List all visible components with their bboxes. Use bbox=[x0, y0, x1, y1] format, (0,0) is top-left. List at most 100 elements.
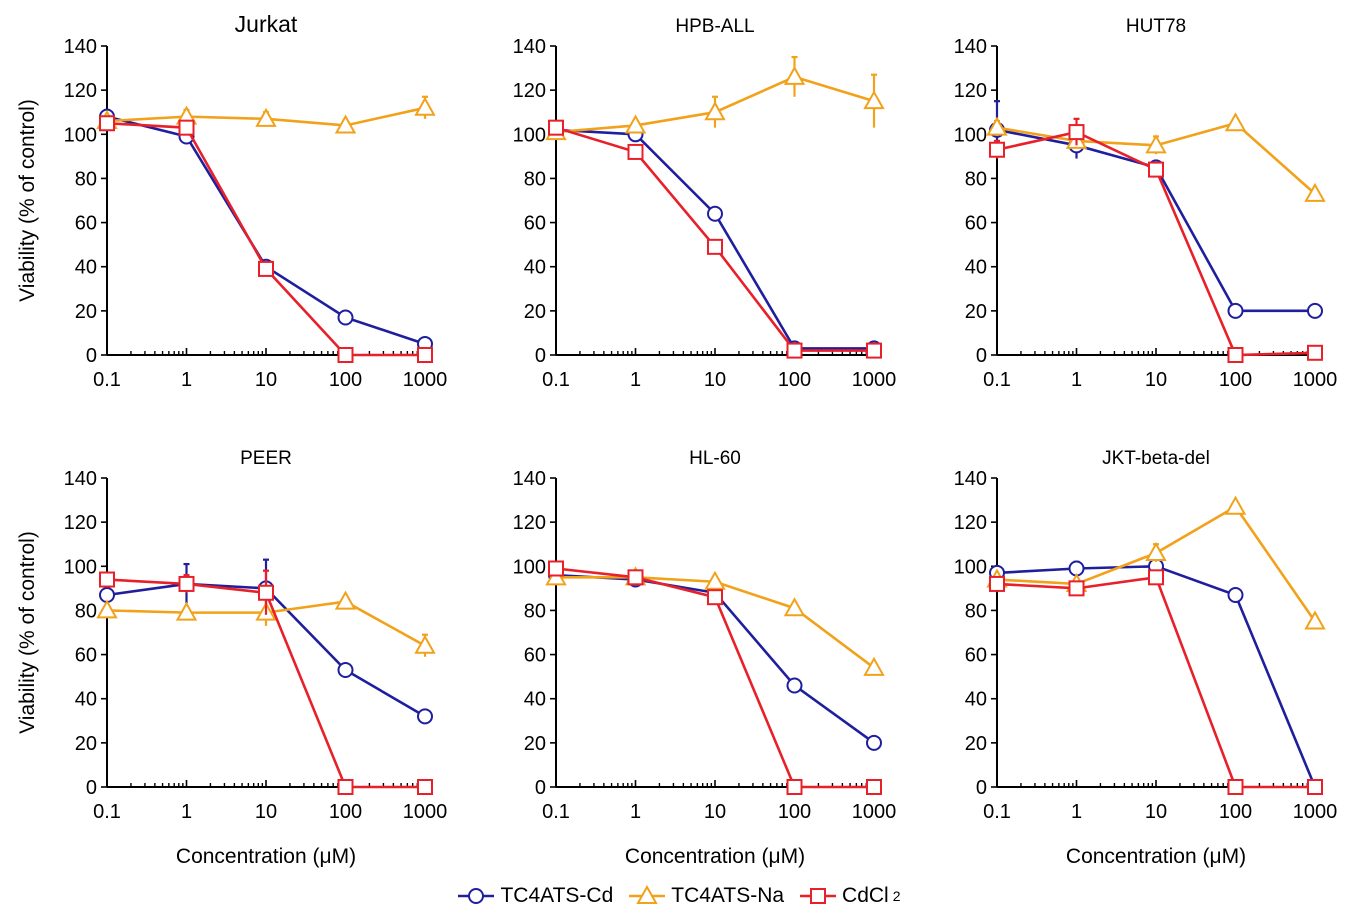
x-tick-label: 1000 bbox=[403, 369, 448, 391]
data-point bbox=[1148, 161, 1164, 178]
y-tick-label: 140 bbox=[954, 468, 987, 490]
data-point bbox=[783, 597, 806, 617]
data-point bbox=[258, 260, 274, 277]
data-point bbox=[1307, 779, 1323, 795]
x-tick-label: 0.1 bbox=[93, 801, 121, 823]
data-point bbox=[337, 779, 354, 795]
y-axis-label: Viability (% of control) bbox=[16, 99, 39, 302]
x-tick-label: 1 bbox=[181, 801, 192, 823]
y-tick-label: 120 bbox=[954, 512, 987, 534]
data-point bbox=[863, 90, 885, 110]
chart-legend: TC4ATS-Cd TC4ATS-Na CdCl 2 bbox=[0, 882, 1357, 910]
y-tick-label: 20 bbox=[75, 301, 97, 323]
data-point bbox=[707, 589, 723, 606]
data-point bbox=[786, 342, 803, 359]
data-point bbox=[1227, 586, 1244, 603]
data-point bbox=[1227, 302, 1244, 319]
y-tick-label: 40 bbox=[524, 257, 546, 279]
data-point bbox=[548, 119, 564, 136]
panel-title: HUT78 bbox=[1126, 16, 1186, 37]
y-tick-label: 60 bbox=[524, 213, 546, 235]
data-point bbox=[99, 571, 115, 588]
x-tick-label: 100 bbox=[778, 369, 811, 391]
data-point bbox=[255, 107, 277, 127]
series-cdcl2 bbox=[548, 119, 882, 359]
y-tick-label: 20 bbox=[524, 733, 546, 755]
panel-title: JKT-beta-del bbox=[1102, 448, 1210, 469]
y-tick-label: 60 bbox=[75, 645, 97, 667]
y-tick-label: 0 bbox=[535, 345, 546, 367]
y-tick-label: 20 bbox=[75, 733, 97, 755]
y-tick-label: 20 bbox=[524, 301, 546, 323]
y-tick-label: 100 bbox=[64, 556, 97, 578]
legend-marker-icon bbox=[800, 888, 837, 904]
x-tick-label: 1 bbox=[1071, 369, 1082, 391]
x-tick-label: 0.1 bbox=[542, 801, 570, 823]
data-point bbox=[627, 569, 644, 586]
series-line bbox=[996, 121, 1316, 195]
y-tick-label: 40 bbox=[965, 689, 987, 711]
y-tick-label: 120 bbox=[513, 80, 546, 102]
y-tick-label: 60 bbox=[965, 645, 987, 667]
x-tick-label: 0.1 bbox=[983, 369, 1011, 391]
x-tick-label: 100 bbox=[1219, 369, 1252, 391]
series-cdcl2 bbox=[99, 569, 433, 795]
data-point bbox=[1307, 344, 1323, 361]
y-axis-label: Viability (% of control) bbox=[16, 531, 39, 734]
y-tick-label: 0 bbox=[976, 345, 987, 367]
y-tick-label: 80 bbox=[965, 600, 987, 622]
data-point bbox=[1227, 347, 1244, 363]
y-tick-label: 80 bbox=[524, 168, 546, 190]
y-tick-label: 100 bbox=[954, 124, 987, 146]
data-point bbox=[627, 143, 644, 160]
y-tick-label: 80 bbox=[75, 168, 97, 190]
x-tick-label: 1 bbox=[181, 369, 192, 391]
panel-3: PEER 0 20 40 60 80 100 120 140 0.1 1 10 100 1000 Viabi… bbox=[16, 448, 447, 868]
y-tick-label: 0 bbox=[86, 345, 97, 367]
data-point bbox=[337, 662, 354, 679]
data-point bbox=[707, 205, 723, 222]
series-line bbox=[106, 121, 425, 357]
y-tick-label: 140 bbox=[513, 36, 546, 58]
legend-item-tc4ats-na: TC4ATS-Na bbox=[627, 884, 784, 908]
data-point bbox=[783, 65, 806, 85]
data-point bbox=[178, 119, 195, 136]
data-point bbox=[986, 116, 1008, 136]
x-axis-label: Concentration (μM) bbox=[625, 845, 805, 868]
y-tick-label: 60 bbox=[965, 213, 987, 235]
series-cdcl2 bbox=[989, 117, 1323, 363]
legend-marker-icon bbox=[629, 884, 666, 904]
x-tick-label: 0.1 bbox=[983, 801, 1011, 823]
y-tick-label: 20 bbox=[965, 301, 987, 323]
data-point bbox=[989, 141, 1005, 158]
y-tick-label: 100 bbox=[64, 124, 97, 146]
series-line bbox=[996, 575, 1315, 789]
panel-title: HPB-ALL bbox=[675, 16, 754, 37]
data-point bbox=[414, 96, 436, 116]
data-point bbox=[337, 347, 354, 363]
y-tick-label: 120 bbox=[64, 512, 97, 534]
y-tick-label: 100 bbox=[513, 124, 546, 146]
x-tick-label: 1 bbox=[630, 369, 641, 391]
y-tick-label: 140 bbox=[954, 36, 987, 58]
x-axis-label: Concentration (μM) bbox=[176, 845, 356, 868]
x-tick-label: 0.1 bbox=[93, 369, 121, 391]
panel-4: HL-60 0 20 40 60 80 100 120 140 0.1 1 10 100 1000 Conc… bbox=[513, 448, 897, 868]
data-point bbox=[1068, 124, 1085, 141]
y-tick-label: 40 bbox=[75, 257, 97, 279]
data-point bbox=[989, 575, 1005, 592]
y-tick-label: 100 bbox=[954, 556, 987, 578]
y-tick-label: 120 bbox=[513, 512, 546, 534]
data-point bbox=[786, 677, 803, 694]
y-tick-label: 60 bbox=[524, 645, 546, 667]
x-tick-label: 1000 bbox=[1293, 369, 1338, 391]
y-tick-label: 40 bbox=[965, 257, 987, 279]
x-axis-label: Concentration (μM) bbox=[1066, 845, 1246, 868]
data-point bbox=[707, 238, 723, 255]
y-tick-label: 20 bbox=[965, 733, 987, 755]
y-tick-label: 140 bbox=[64, 36, 97, 58]
data-point bbox=[1145, 542, 1167, 562]
x-tick-label: 10 bbox=[255, 369, 277, 391]
data-point bbox=[1304, 610, 1326, 630]
series-tc4ats-cd bbox=[989, 558, 1323, 795]
